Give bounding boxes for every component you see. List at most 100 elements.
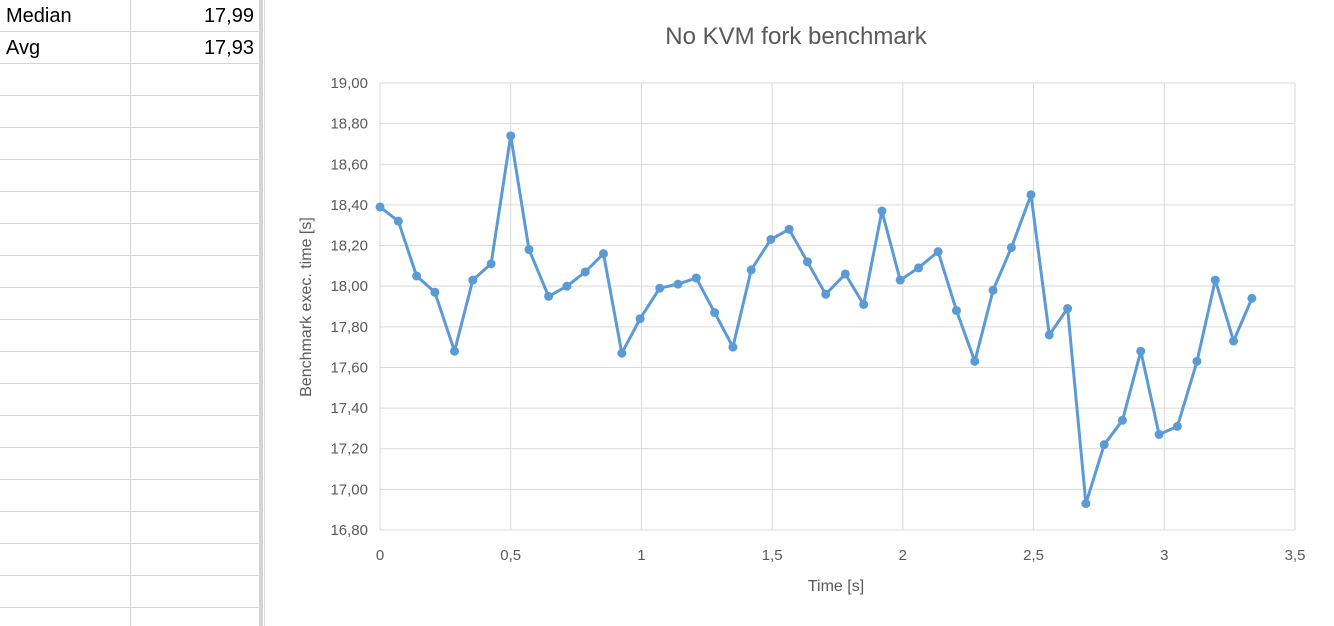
empty-cell[interactable] xyxy=(0,352,131,384)
data-point[interactable] xyxy=(673,279,683,289)
x-axis-title: Time [s] xyxy=(808,578,864,595)
data-point[interactable] xyxy=(655,283,665,293)
y-tick-label: 16,80 xyxy=(330,522,368,539)
data-point[interactable] xyxy=(506,131,516,141)
data-point[interactable] xyxy=(1192,356,1202,366)
median-label-cell[interactable]: Median xyxy=(0,0,131,32)
empty-cell[interactable] xyxy=(131,544,260,576)
empty-cell[interactable] xyxy=(0,128,131,160)
data-point[interactable] xyxy=(486,259,496,269)
empty-cell[interactable] xyxy=(0,224,131,256)
x-tick-label: 2,5 xyxy=(1023,547,1044,564)
empty-cell[interactable] xyxy=(0,512,131,544)
sheet-row-median: Median 17,99 xyxy=(0,0,260,32)
data-point[interactable] xyxy=(1247,293,1257,303)
empty-cell[interactable] xyxy=(0,480,131,512)
empty-cell[interactable] xyxy=(0,96,131,128)
data-point[interactable] xyxy=(988,285,998,295)
x-tick-label: 3,5 xyxy=(1285,547,1306,564)
data-point[interactable] xyxy=(450,346,460,356)
empty-cell[interactable] xyxy=(131,224,260,256)
data-point[interactable] xyxy=(1081,499,1091,509)
data-point[interactable] xyxy=(375,202,385,212)
empty-cell[interactable] xyxy=(131,416,260,448)
empty-cell[interactable] xyxy=(0,192,131,224)
x-tick-labels: 0 0,5 1 1,5 2 2,5 3 3,5 xyxy=(376,547,1306,564)
empty-cell[interactable] xyxy=(131,448,260,480)
data-point[interactable] xyxy=(784,224,794,234)
data-point[interactable] xyxy=(430,287,440,297)
empty-cell[interactable] xyxy=(131,96,260,128)
data-point[interactable] xyxy=(599,249,609,259)
data-point[interactable] xyxy=(1136,346,1146,356)
sheet-row-empty xyxy=(0,352,260,384)
data-point[interactable] xyxy=(710,308,720,318)
empty-cell[interactable] xyxy=(0,64,131,96)
empty-cell[interactable] xyxy=(131,192,260,224)
data-point[interactable] xyxy=(1154,430,1164,440)
data-point[interactable] xyxy=(970,356,980,366)
empty-cell[interactable] xyxy=(0,320,131,352)
empty-cell[interactable] xyxy=(131,576,260,608)
empty-cell[interactable] xyxy=(131,64,260,96)
data-point[interactable] xyxy=(766,234,776,244)
empty-cell[interactable] xyxy=(131,512,260,544)
data-point[interactable] xyxy=(728,342,738,352)
data-point[interactable] xyxy=(562,281,572,291)
empty-cell[interactable] xyxy=(0,256,131,288)
data-point[interactable] xyxy=(544,291,554,301)
chart-area[interactable]: No KVM fork benchmark 16,80 17,00 17,20 17,… xyxy=(264,0,1330,626)
empty-cell[interactable] xyxy=(0,448,131,480)
data-point[interactable] xyxy=(1026,190,1036,200)
data-point[interactable] xyxy=(951,306,961,316)
data-point[interactable] xyxy=(914,263,924,273)
data-point[interactable] xyxy=(877,206,887,216)
data-point[interactable] xyxy=(1063,304,1073,314)
data-point[interactable] xyxy=(468,275,478,285)
data-point[interactable] xyxy=(580,267,590,277)
empty-cell[interactable] xyxy=(0,608,131,626)
data-point[interactable] xyxy=(746,265,756,275)
data-point[interactable] xyxy=(691,273,701,283)
empty-cell[interactable] xyxy=(131,256,260,288)
empty-cell[interactable] xyxy=(0,416,131,448)
empty-cell[interactable] xyxy=(0,384,131,416)
data-point[interactable] xyxy=(524,245,534,255)
empty-cell[interactable] xyxy=(131,384,260,416)
data-point[interactable] xyxy=(393,216,403,226)
data-point[interactable] xyxy=(895,275,905,285)
y-tick-label: 17,20 xyxy=(330,441,368,458)
data-point[interactable] xyxy=(821,289,831,299)
data-point[interactable] xyxy=(859,299,869,309)
data-point[interactable] xyxy=(1044,330,1054,340)
data-point[interactable] xyxy=(1099,440,1109,450)
empty-cell[interactable] xyxy=(131,128,260,160)
empty-cell[interactable] xyxy=(0,576,131,608)
empty-cell[interactable] xyxy=(0,544,131,576)
empty-cell[interactable] xyxy=(0,160,131,192)
data-point[interactable] xyxy=(1172,421,1182,431)
data-point[interactable] xyxy=(412,271,422,281)
data-point[interactable] xyxy=(1117,415,1127,425)
empty-cell[interactable] xyxy=(131,480,260,512)
data-point[interactable] xyxy=(802,257,812,267)
data-point[interactable] xyxy=(840,269,850,279)
empty-cell[interactable] xyxy=(131,160,260,192)
y-tick-label: 18,40 xyxy=(330,197,368,214)
avg-label-cell[interactable]: Avg xyxy=(0,32,131,64)
empty-cell[interactable] xyxy=(131,608,260,626)
avg-value-cell[interactable]: 17,93 xyxy=(131,32,260,64)
data-point[interactable] xyxy=(635,314,645,324)
data-point[interactable] xyxy=(1229,336,1239,346)
median-value-cell[interactable]: 17,99 xyxy=(131,0,260,32)
empty-cell[interactable] xyxy=(131,320,260,352)
empty-cell[interactable] xyxy=(131,352,260,384)
empty-cell[interactable] xyxy=(131,288,260,320)
sheet-row-empty xyxy=(0,320,260,352)
data-point[interactable] xyxy=(933,247,943,257)
empty-cell[interactable] xyxy=(0,288,131,320)
data-point[interactable] xyxy=(1006,243,1016,253)
data-point[interactable] xyxy=(1210,275,1220,285)
x-tick-label: 2 xyxy=(899,547,907,564)
data-point[interactable] xyxy=(617,348,627,358)
